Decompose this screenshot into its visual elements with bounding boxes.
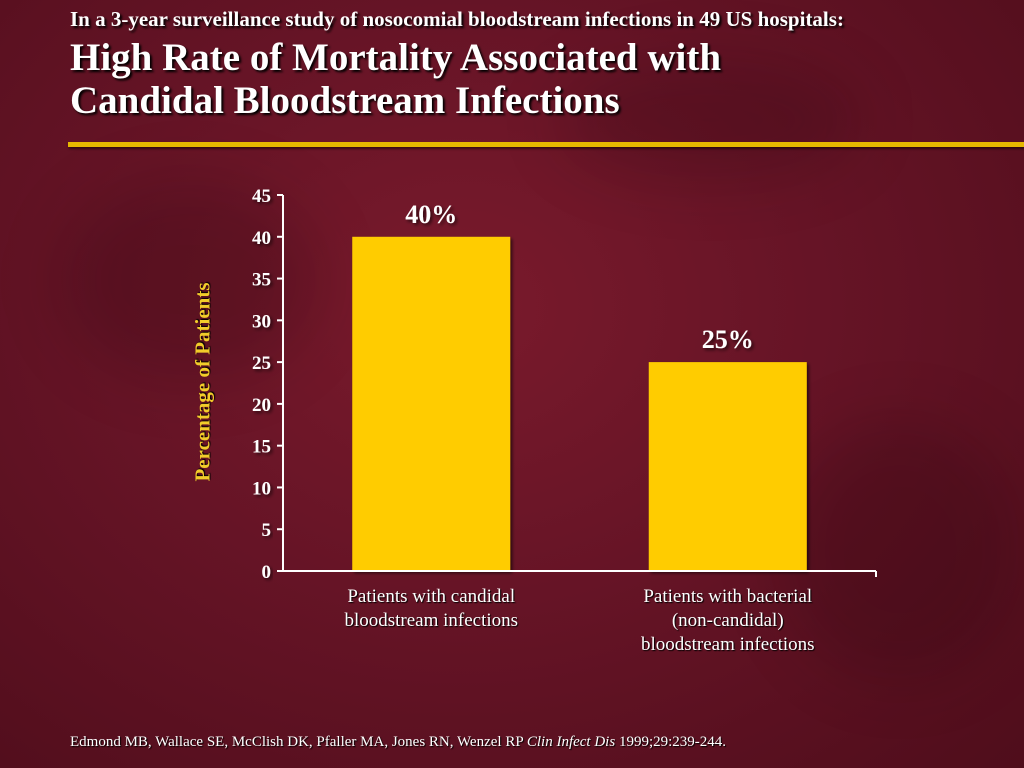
background-texture <box>60 180 320 380</box>
y-axis: 0 5 10 15 20 25 30 35 40 45 <box>252 186 284 583</box>
citation-journal: Clin Infect Dis <box>526 734 616 750</box>
slide-title: High Rate of Mortality Associated with C… <box>70 36 721 122</box>
y-tick-label: 35 <box>252 270 271 291</box>
x-category-label: Patients with bacterial (non-candidal) blo… <box>608 585 848 657</box>
slide-title-line-2: Candidal Bloodstream Infections <box>70 79 620 122</box>
citation-authors: Edmond MB, Wallace SE, McClish DK, Pfall… <box>70 734 527 750</box>
x-category-label-line: (non-candidal) <box>671 610 784 631</box>
slide-title-line-1: High Rate of Mortality Associated with <box>70 36 722 79</box>
x-category-label: Patients with candidal bloodstream infect… <box>311 585 551 633</box>
y-tick-label: 30 <box>252 311 271 332</box>
bar-data-label: 40% <box>405 200 457 229</box>
bars: 40% 25% <box>352 200 807 571</box>
background-texture <box>560 60 860 180</box>
y-tick-label: 40 <box>252 228 271 249</box>
x-category-label-line: Patients with candidal <box>347 586 516 607</box>
y-tick-label: 10 <box>252 478 271 499</box>
bar <box>352 236 511 571</box>
x-category-label-line: Patients with bacterial <box>643 586 813 607</box>
title-divider <box>68 142 1024 147</box>
y-tick-label: 15 <box>252 437 271 458</box>
background-texture <box>780 420 1020 680</box>
bar <box>648 362 807 571</box>
x-category-label-line: bloodstream infections <box>344 610 519 631</box>
citation-footer: Edmond MB, Wallace SE, McClish DK, Pfall… <box>70 734 726 751</box>
slide-subtitle: In a 3-year surveillance study of nosoco… <box>70 7 844 31</box>
x-category-label-line: bloodstream infections <box>640 634 815 655</box>
y-tick-label: 45 <box>252 186 271 207</box>
bar-data-label: 25% <box>702 325 754 354</box>
y-tick-label: 20 <box>252 395 271 416</box>
citation-details: 1999;29:239-244. <box>615 734 727 750</box>
y-tick-label: 5 <box>262 520 272 541</box>
x-axis <box>283 570 877 577</box>
y-tick-label: 0 <box>262 562 272 583</box>
y-tick-label: 25 <box>252 353 271 374</box>
